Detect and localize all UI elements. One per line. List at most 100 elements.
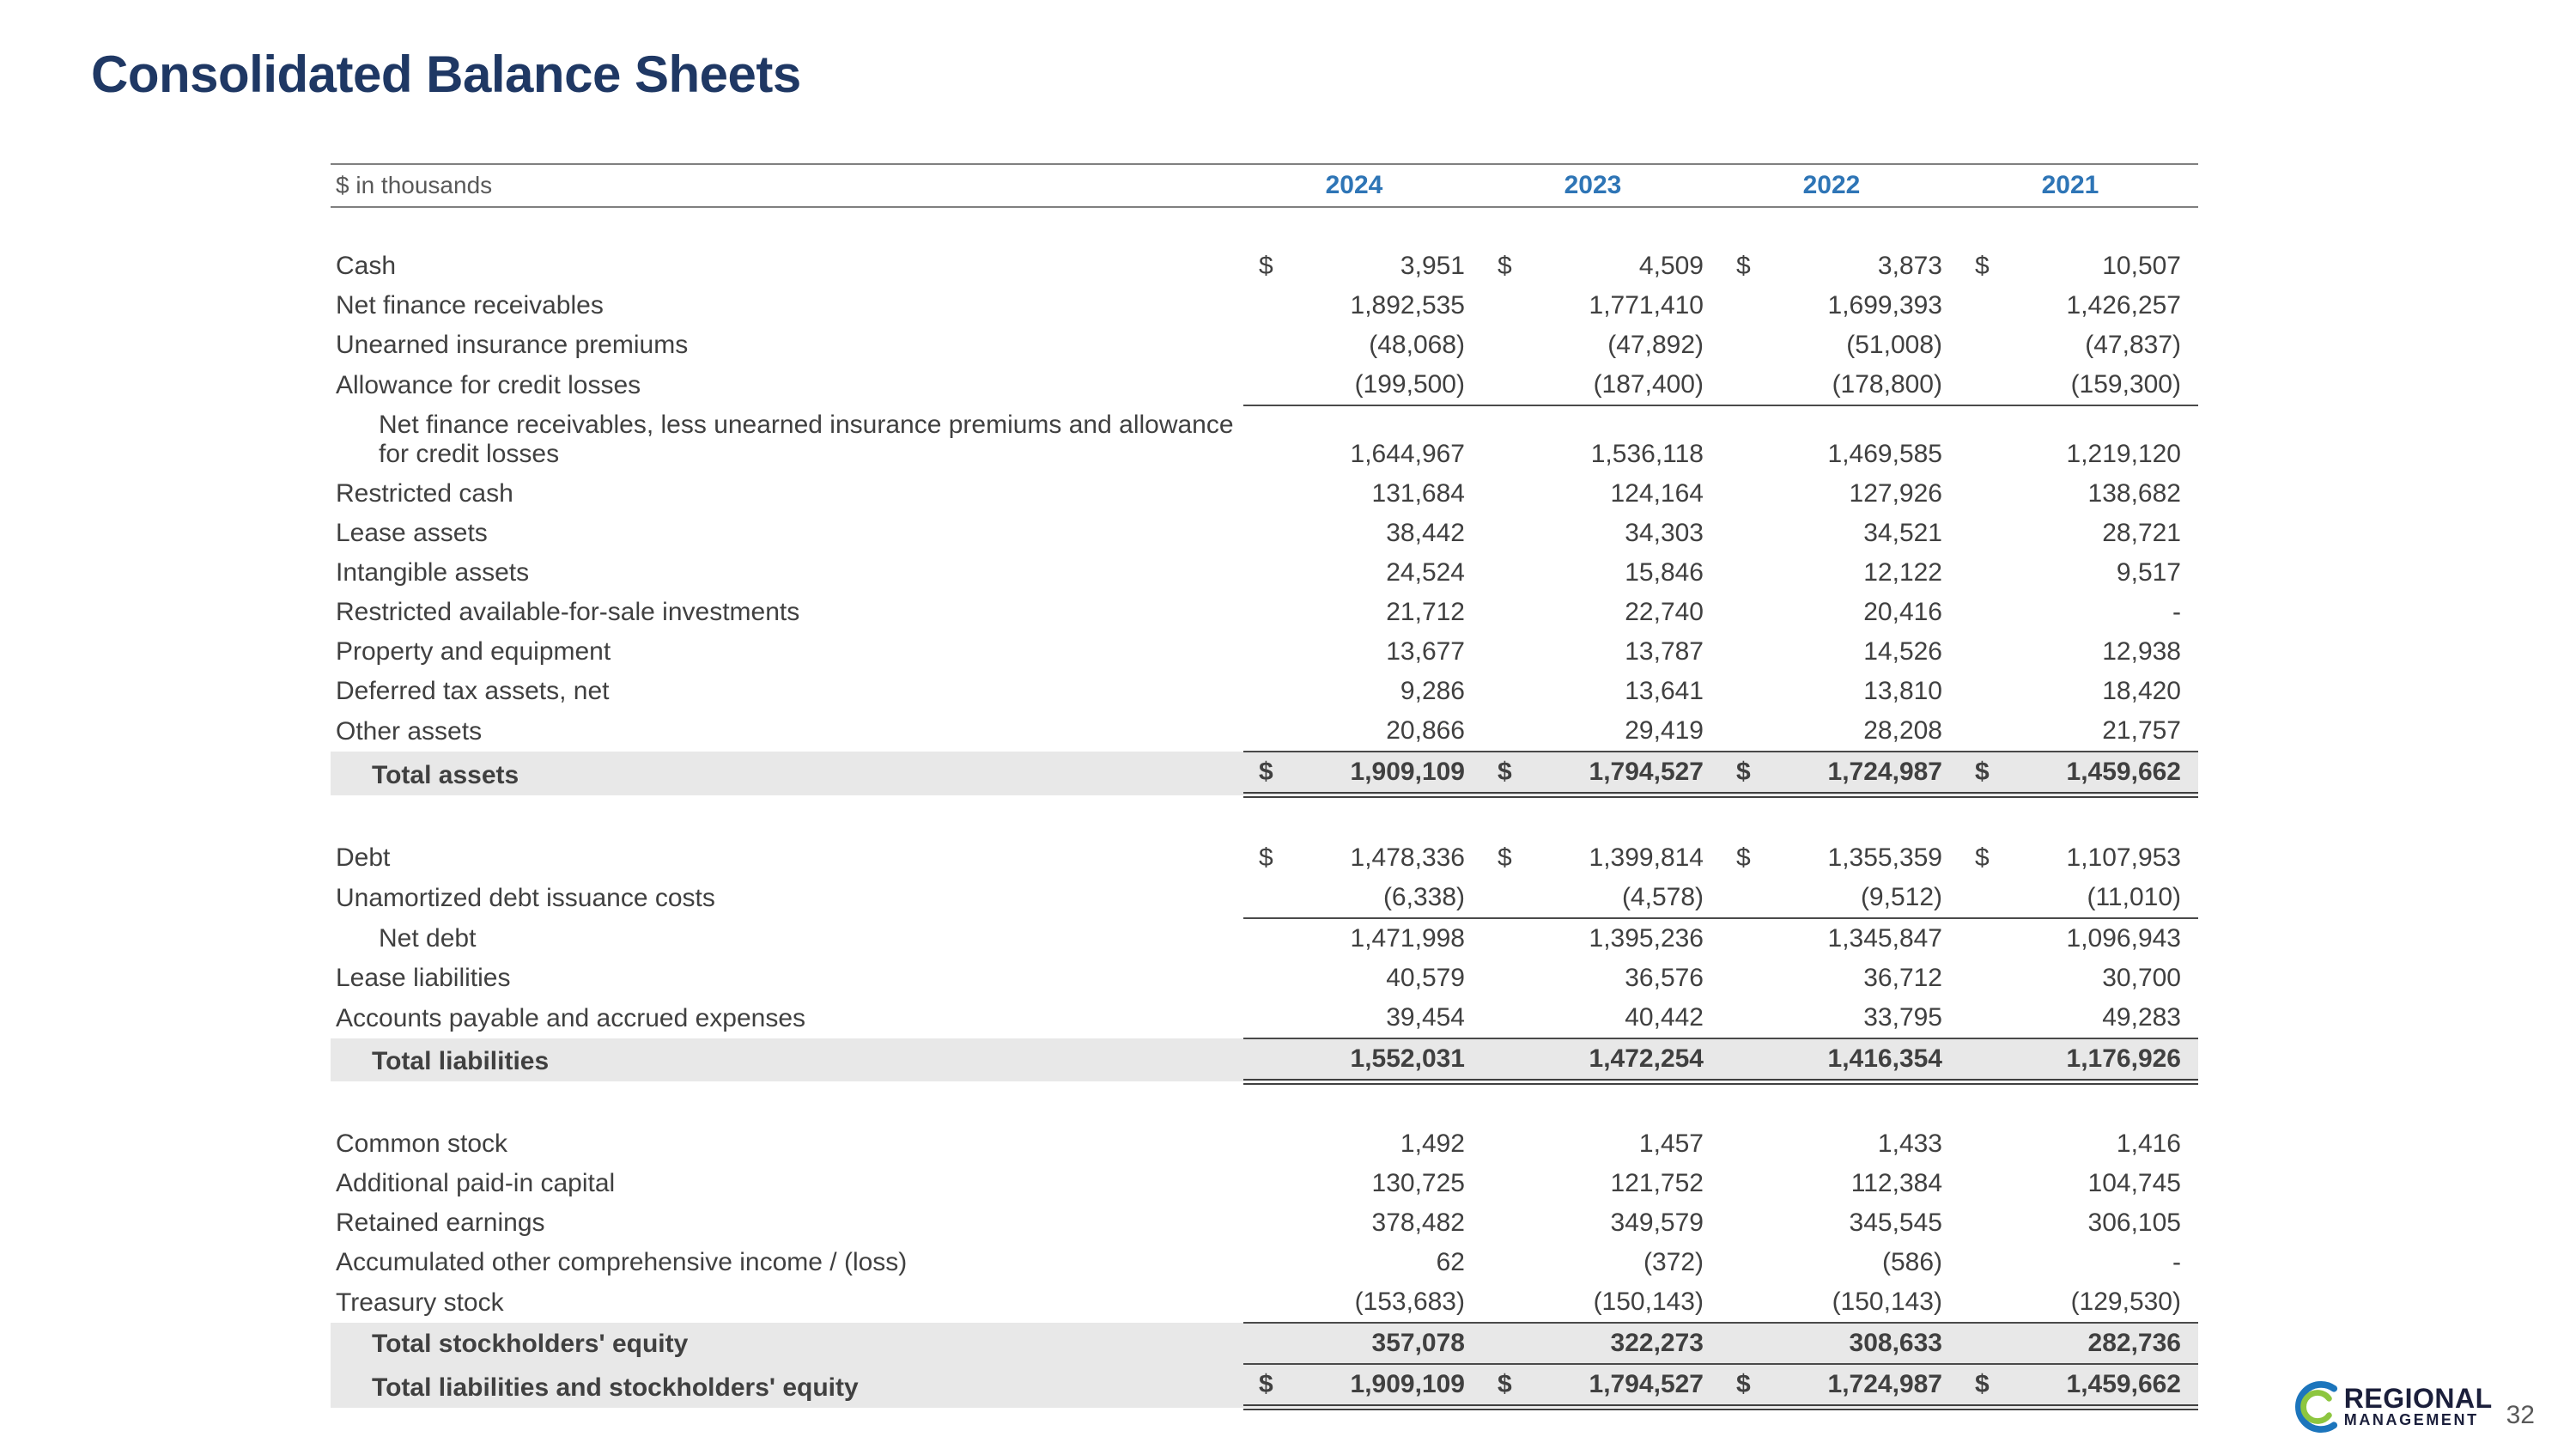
page-title: Consolidated Balance Sheets	[91, 46, 801, 103]
dollar-sign	[1721, 1282, 1771, 1324]
dollar-sign	[1721, 326, 1771, 365]
row-label: Common stock	[336, 1129, 508, 1158]
table-row: Lease liabilities 40,579 36,576 36,712 30,70…	[331, 959, 2198, 998]
row-value: 1,096,943	[2066, 923, 2181, 953]
row-label: Restricted cash	[336, 479, 513, 508]
row-value: 20,866	[1293, 711, 1482, 752]
row-label: Total stockholders' equity	[331, 1323, 1243, 1364]
table-row: Accumulated other comprehensive income /…	[331, 1243, 2198, 1282]
dollar-sign	[1959, 918, 2009, 959]
dollar-sign	[1721, 1203, 1771, 1243]
row-value: 127,926	[1849, 479, 1942, 508]
row-label: Debt	[336, 843, 391, 872]
table-row: Other assets 20,866 29,419 28,208 21,757	[331, 711, 2198, 752]
row-value: 357,078	[1293, 1323, 1482, 1365]
dollar-sign	[1482, 514, 1532, 553]
row-label: Lease liabilities	[336, 963, 511, 992]
dollar-sign	[1721, 593, 1771, 632]
row-value: 1,699,393	[1827, 291, 1942, 320]
dollar-sign	[1721, 877, 1771, 919]
dollar-sign	[1243, 405, 1293, 474]
dollar-sign: $	[1959, 752, 2009, 798]
dollar-sign	[1243, 1243, 1293, 1282]
dollar-sign	[1482, 997, 1532, 1039]
table-header-row: $ in thousands 2024 2023 2022 2021	[331, 163, 2198, 208]
row-value: 124,164	[1610, 479, 1704, 508]
dollar-sign: $	[1975, 843, 1990, 872]
table-row: Deferred tax assets, net 9,286 13,641 13,81…	[331, 672, 2198, 711]
row-value: 282,736	[2009, 1323, 2198, 1365]
dollar-sign	[1482, 1282, 1532, 1324]
row-value: (586)	[1881, 1248, 1942, 1276]
logo-text-regional: REGIONAL	[2343, 1383, 2493, 1414]
row-value: 33,795	[1771, 997, 1959, 1039]
dollar-sign	[1721, 632, 1771, 672]
dollar-sign	[1482, 474, 1532, 514]
total-row: Total assets $1,909,109 $1,794,527 $1,724,9…	[331, 752, 2198, 798]
row-value: 15,846	[1625, 558, 1704, 587]
table-row: Allowance for credit losses (199,500) (187…	[331, 365, 2198, 406]
table-row: Lease assets 38,442 34,303 34,521 28,721	[331, 514, 2198, 553]
table-row: Unamortized debt issuance costs (6,338) (4…	[331, 877, 2198, 919]
section-spacer	[331, 795, 2198, 838]
header-gap	[331, 207, 2198, 247]
row-value: (4,578)	[1532, 877, 1721, 919]
dollar-sign	[1959, 997, 2009, 1039]
dollar-sign	[1721, 1243, 1771, 1282]
row-label: Lease assets	[336, 519, 488, 547]
row-value: 13,641	[1625, 677, 1704, 705]
dollar-sign: $	[1243, 1364, 1293, 1410]
row-label: Total liabilities	[331, 1038, 1243, 1081]
row-value: (47,837)	[2085, 331, 2181, 359]
dollar-sign	[1482, 405, 1532, 474]
table-row: Restricted cash 131,684 124,164 127,926 138,…	[331, 474, 2198, 514]
dollar-sign: $	[1721, 1364, 1771, 1410]
row-value: (6,338)	[1293, 877, 1482, 919]
dollar-sign: $	[1959, 1364, 2009, 1410]
row-value: 308,633	[1771, 1323, 1959, 1365]
dollar-sign	[1959, 593, 2009, 632]
dollar-sign	[1243, 1282, 1293, 1324]
row-value: 1,433	[1877, 1129, 1942, 1158]
dollar-sign	[1482, 711, 1532, 752]
row-value: 1,395,236	[1589, 923, 1704, 953]
logo-text: REGIONAL MANAGEMENT	[2344, 1385, 2493, 1428]
dollar-sign	[1482, 553, 1532, 593]
table-row: Debt $1,478,336 $1,399,814 $1,355,359 $1,107…	[331, 838, 2198, 878]
row-value: (150,143)	[1532, 1282, 1721, 1324]
dollar-sign: $	[1498, 252, 1512, 280]
dollar-sign	[1959, 1124, 2009, 1164]
page-number: 32	[2506, 1401, 2535, 1429]
row-label: Other assets	[336, 717, 483, 746]
row-value: 13,787	[1625, 637, 1704, 666]
dollar-sign: $	[1482, 752, 1532, 798]
row-value: 131,684	[1371, 479, 1465, 508]
row-value: (178,800)	[1771, 365, 1959, 406]
footer: REGIONAL MANAGEMENT 32	[2286, 1380, 2535, 1434]
dollar-sign	[1721, 1164, 1771, 1203]
dollar-sign	[1243, 593, 1293, 632]
dollar-sign	[1959, 474, 2009, 514]
dollar-sign	[1482, 877, 1532, 919]
row-value: 1,176,926	[2009, 1038, 2198, 1085]
row-value: 112,384	[1850, 1169, 1942, 1197]
row-value: 1,416,354	[1771, 1038, 1959, 1085]
total-row: Total liabilities 1,552,031 1,472,254 1,416…	[331, 1038, 2198, 1085]
dollar-sign: $	[1498, 843, 1512, 872]
row-label: Accounts payable and accrued expenses	[336, 1003, 806, 1032]
dollar-sign	[1959, 553, 2009, 593]
dollar-sign: $	[1736, 252, 1751, 280]
row-label: Property and equipment	[336, 637, 611, 666]
dollar-sign	[1243, 632, 1293, 672]
dollar-sign	[1959, 405, 2009, 474]
row-label: Accumulated other comprehensive income /…	[336, 1248, 908, 1276]
row-value: 1,459,662	[2009, 752, 2198, 798]
row-value: 1,355,359	[1827, 843, 1942, 872]
row-label: Cash	[336, 252, 397, 280]
dollar-sign	[1959, 672, 2009, 711]
row-value: 9,286	[1400, 677, 1465, 705]
row-label: Deferred tax assets, net	[336, 677, 610, 705]
dollar-sign	[1243, 514, 1293, 553]
dollar-sign	[1721, 553, 1771, 593]
dollar-sign	[1243, 997, 1293, 1039]
